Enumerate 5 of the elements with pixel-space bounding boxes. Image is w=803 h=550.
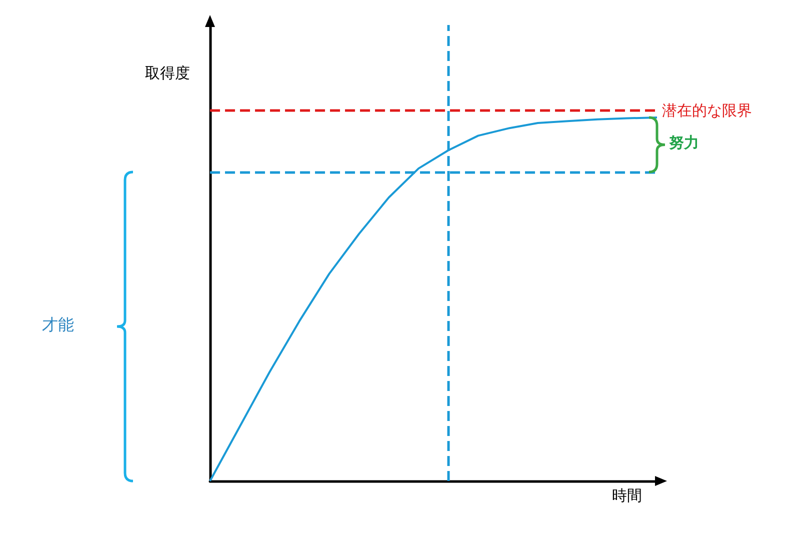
text: 努力: [669, 133, 699, 152]
ref-line-label: 潜在的な限界: [662, 101, 752, 120]
x-axis-title: 時間: [612, 486, 642, 504]
text: 才能: [42, 315, 74, 334]
y-axis-title: 取得度: [145, 64, 190, 82]
